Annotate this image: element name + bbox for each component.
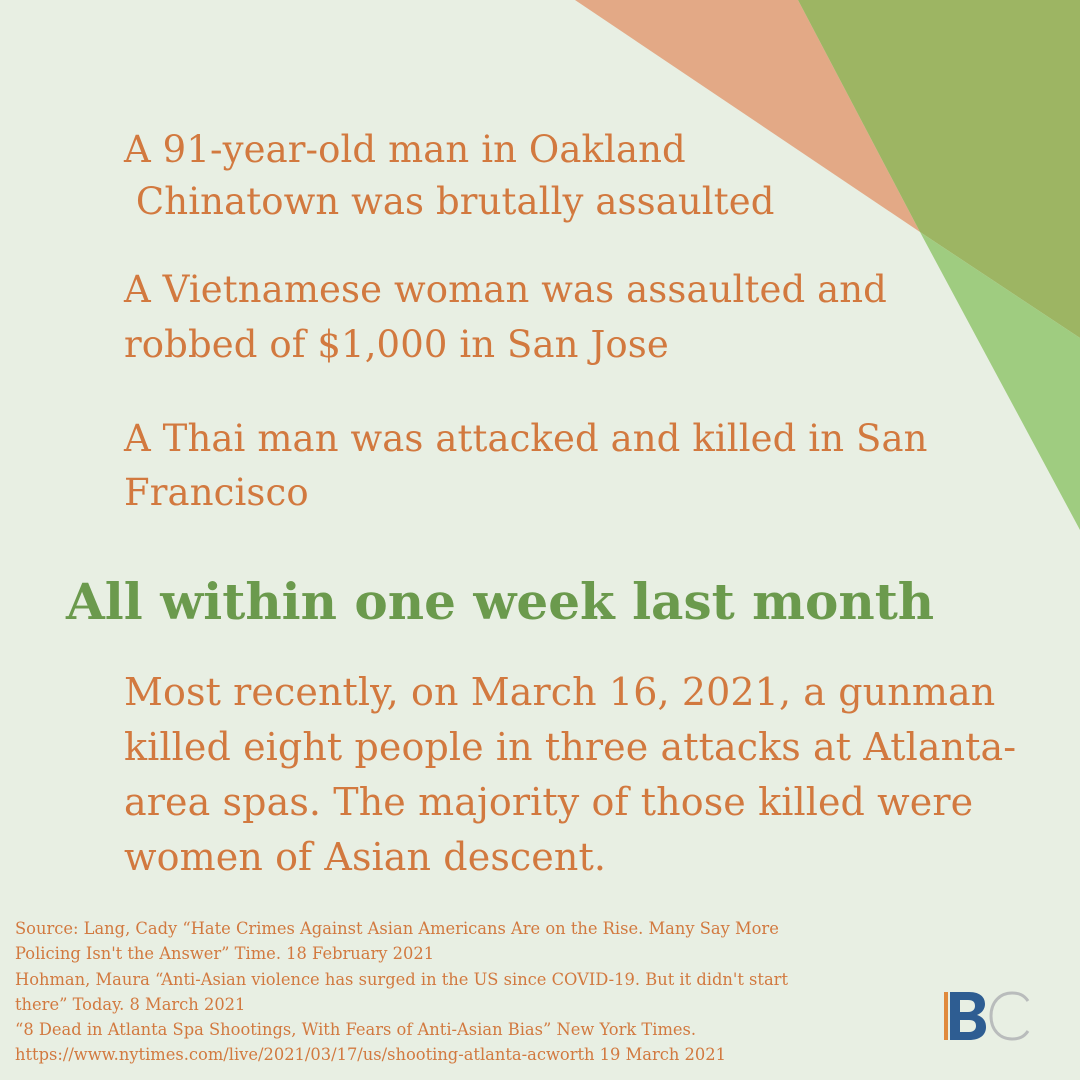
summary-line-3: area spas. The majority of those killed … [124, 780, 974, 824]
bc-logo-icon [944, 991, 1030, 1041]
incident-san-jose-line-2: robbed of $1,000 in San Jose [124, 323, 669, 366]
source-line-4: there” Today. 8 March 2021 [15, 994, 246, 1014]
incident-san-francisco-line-2: Francisco [124, 471, 309, 514]
sources: Source: Lang, Cady “Hate Crimes Against … [15, 916, 835, 1068]
summary-line-2: killed eight people in three attacks at … [124, 725, 1017, 769]
incident-san-francisco-line-1: A Thai man was attacked and killed in Sa… [124, 417, 928, 460]
source-line-1: Source: Lang, Cady “Hate Crimes Against … [15, 919, 779, 938]
source-line-2: Policing Isn't the Answer” Time. 18 Febr… [15, 944, 435, 964]
headline: All within one week last month [66, 572, 935, 631]
incident-oakland-line-2: Chinatown was brutally assaulted [124, 180, 775, 223]
peach-triangle [575, 0, 920, 232]
summary-line-1: Most recently, on March 16, 2021, a gunm… [124, 670, 996, 714]
source-line-6: https://www.nytimes.com/live/2021/03/17/… [15, 1045, 726, 1065]
source-line-3: Hohman, Maura “Anti-Asian violence has s… [15, 969, 788, 989]
source-line-5: “8 Dead in Atlanta Spa Shootings, With F… [15, 1020, 697, 1040]
green-triangle [920, 232, 1080, 530]
incident-oakland-line-1: A 91-year-old man in Oakland [124, 128, 686, 171]
summary-line-4: women of Asian descent. [124, 835, 607, 879]
incident-san-jose-line-1: A Vietnamese woman was assaulted and [124, 268, 887, 311]
olive-triangle [798, 0, 1080, 338]
